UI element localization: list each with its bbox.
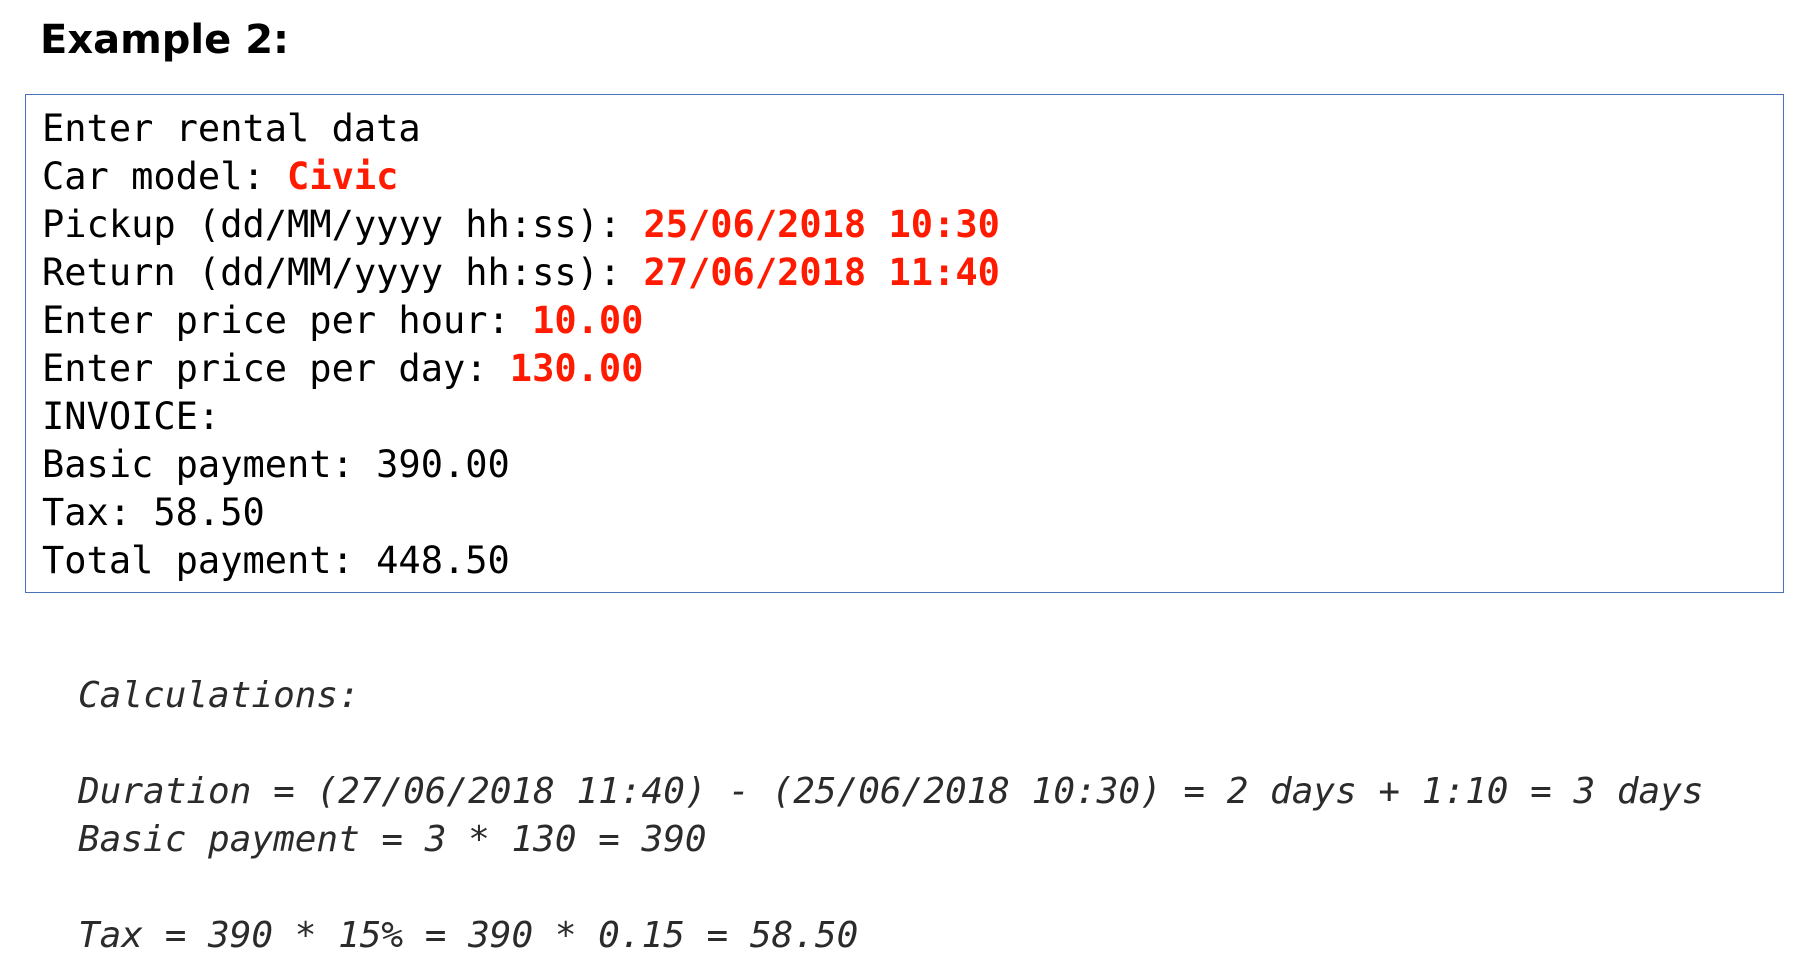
console-line-car-model: Car model: Civic: [42, 153, 1767, 201]
console-line-return: Return (dd/MM/yyyy hh:ss): 27/06/2018 11…: [42, 249, 1767, 297]
calculation-tax: Tax = 390 * 15% = 390 * 0.15 = 58.50: [78, 915, 859, 956]
console-line-price-hour: Enter price per hour: 10.00: [42, 297, 1767, 345]
return-prompt: Return (dd/MM/yyyy hh:ss):: [42, 251, 644, 294]
example-heading: Example 2:: [40, 17, 290, 63]
calculations-spacer: [78, 864, 1704, 912]
car-model-prompt: Car model:: [42, 155, 288, 198]
console-line-pickup: Pickup (dd/MM/yyyy hh:ss): 25/06/2018 10…: [42, 201, 1767, 249]
pickup-input-value: 25/06/2018 10:30: [643, 203, 1000, 246]
console-line-price-day: Enter price per day: 130.00: [42, 345, 1767, 393]
price-day-prompt: Enter price per day:: [42, 347, 510, 390]
console-line-enter-rental: Enter rental data: [42, 107, 421, 150]
price-hour-prompt: Enter price per hour:: [42, 299, 533, 342]
console-line-basic-payment: Basic payment: 390.00: [42, 443, 510, 486]
calculation-duration: Duration = (27/06/2018 11:40) - (25/06/2…: [78, 771, 1704, 812]
return-input-value: 27/06/2018 11:40: [643, 251, 1000, 294]
console-output-box: Enter rental data Car model: Civic Picku…: [25, 94, 1784, 593]
console-line-tax: Tax: 58.50: [42, 491, 265, 534]
console-line-total-payment: Total payment: 448.50: [42, 539, 510, 582]
calculations-title: Calculations:: [78, 675, 360, 716]
calculation-basic-payment: Basic payment = 3 * 130 = 390: [78, 819, 707, 860]
calculations-spacer: [78, 720, 1704, 768]
price-hour-input-value: 10.00: [532, 299, 644, 342]
price-day-input-value: 130.00: [509, 347, 644, 390]
pickup-prompt: Pickup (dd/MM/yyyy hh:ss):: [42, 203, 644, 246]
calculations-block: Calculations: Duration = (27/06/2018 11:…: [78, 672, 1704, 960]
console-line-invoice: INVOICE:: [42, 395, 221, 438]
car-model-input-value: Civic: [287, 155, 399, 198]
